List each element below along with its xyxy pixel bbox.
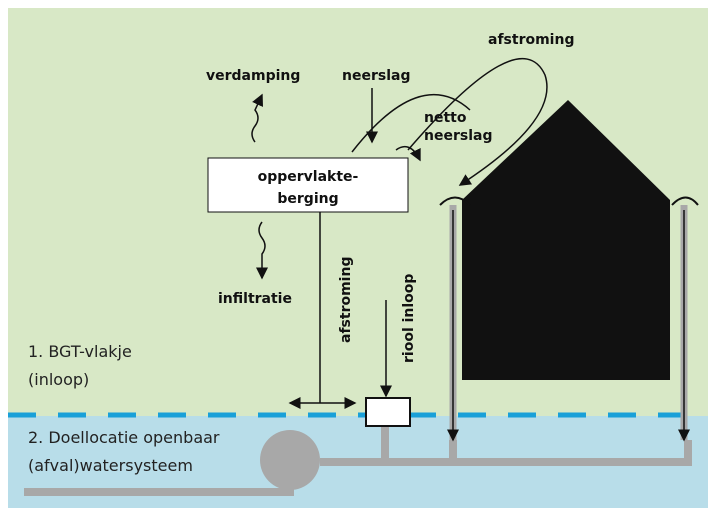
label: neerslag [342,68,410,84]
label: infiltratie [218,291,292,307]
label: afstroming [338,257,354,343]
label: 2. Doellocatie openbaar [28,428,220,447]
label: 1. BGT-vlakje [28,342,132,361]
storage-box [207,157,409,213]
label: neerslag [424,128,492,144]
arrows [251,58,690,442]
house [462,100,670,380]
label: berging [277,191,338,207]
label: netto [424,110,467,126]
label: afstroming [488,32,574,48]
drain-box [365,397,411,427]
label: (inloop) [28,370,89,389]
label: (afval)watersysteem [28,456,193,475]
label: riool inloop [401,274,417,363]
pump [260,430,320,490]
label: oppervlakte- [258,169,359,185]
gutter [439,196,699,206]
label: verdamping [206,68,300,84]
